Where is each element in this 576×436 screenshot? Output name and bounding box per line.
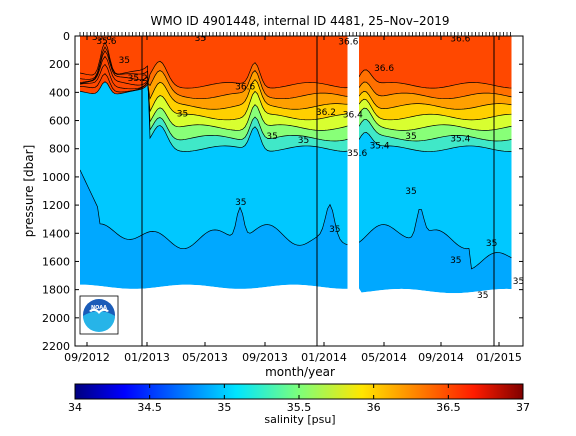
contour-line [358,119,512,142]
x-tick-label: 05/2013 [182,351,228,364]
contour-line [358,132,512,152]
contour-label: 35.2 [128,74,148,84]
y-tick-label: 1400 [42,227,70,240]
y-tick-label: 600 [49,115,70,128]
contour-label: 35 [177,109,188,119]
contour-label: 35 [329,225,340,235]
contour-label: 35 [298,136,309,146]
y-tick-label: 2200 [42,340,70,353]
contour-label: 35.4 [450,135,470,145]
x-tick-label: 01/2015 [476,351,522,364]
logo-text: NOAA [91,305,107,311]
chart-title: WMO ID 4901448, internal ID 4481, 25–Nov… [151,14,450,28]
contour-label: 35 [405,187,416,197]
x-tick-label: 09/2012 [64,351,110,364]
y-tick-label: 1800 [42,284,70,297]
y-tick-label: 0 [63,30,70,43]
y-tick-label: 1600 [42,255,70,268]
salinity-band [359,36,512,89]
y-tick-label: 1200 [42,199,70,212]
contour-line [358,81,512,100]
contour-label: 35 [477,291,488,301]
y-axis-label: pressure [dbar] [22,145,36,238]
contour-line [79,169,348,250]
colorbar-tick-label: 34.5 [137,401,162,414]
contour-label: 35.4 [370,142,390,152]
colorbar-tick-label: 34 [68,401,82,414]
contour-label: 36.6 [338,38,358,48]
x-tick-label: 09/2014 [418,351,464,364]
y-tick-label: 400 [49,86,70,99]
contour-line [79,60,348,95]
missing-data [80,284,348,346]
contour-label: 36.6 [450,35,470,45]
missing-data [75,36,80,346]
contour-label: 35 [235,198,246,208]
contour-label: 36.6 [374,64,394,74]
contour-line [358,90,512,110]
contour-label: 36.2 [316,108,336,118]
contour-label: 35 [266,132,277,142]
contour-label: 35.6 [96,37,116,47]
colorbar-tick-label: 37 [516,401,530,414]
contour-line [358,69,512,89]
contour-line [358,209,512,270]
x-axis-label: month/year [265,365,335,379]
y-tick-label: 800 [49,143,70,156]
contour-label: 35 [513,277,524,287]
colorbar-tick-label: 36.5 [436,401,461,414]
contour-line [79,63,348,110]
contour-label: 36.4 [343,111,363,121]
contour-label: 35 [486,239,497,249]
contour-line [358,98,512,121]
colorbar-tick-label: 35.5 [287,401,312,414]
contour-label: 35.6 [347,149,367,159]
contour-line [79,46,348,142]
x-tick-label: 01/2013 [124,351,170,364]
contour-line [79,70,348,100]
contour-line [79,55,348,121]
y-tick-label: 200 [49,58,70,71]
contour-line [358,107,512,131]
plot-frame [74,35,524,347]
colorbar-tick-label: 35 [217,401,231,414]
data-gap [348,36,359,346]
contour-label: 35 [119,56,130,66]
noaa-logo: NOAA [79,295,119,335]
colorbar-tick-label: 36 [367,401,381,414]
x-tick-label: 09/2013 [242,351,288,364]
x-tick-label: 01/2014 [301,351,347,364]
contour-label: 36.6 [235,83,255,93]
x-tick-label: 05/2014 [361,351,407,364]
missing-data [359,288,512,346]
y-tick-label: 1000 [42,171,70,184]
contour-label: 35 [450,256,461,266]
contour-label: 35.8 [92,33,112,43]
y-tick-label: 2000 [42,312,70,325]
colorbar-label: salinity [psu] [264,413,335,426]
salinity-band [80,36,348,94]
missing-data [512,36,523,346]
colorbar: 34 34.5 35 35.5 36 36.5 37 salinity [psu] [68,383,530,426]
gull-icon [89,308,109,314]
contour-label: 35 [405,132,416,142]
contour-line [79,41,348,152]
contour-line [79,50,348,131]
contour-label: 35 [195,34,206,44]
